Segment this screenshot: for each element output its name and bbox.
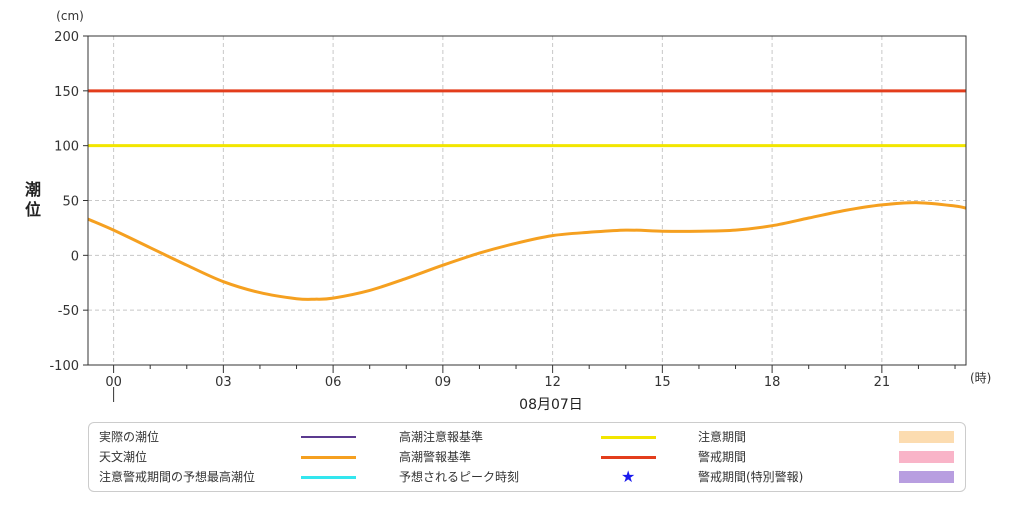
y-axis-ticks: 200 150 100 50 0 -50 -100	[49, 30, 88, 374]
legend-label: 予想されるピーク時刻	[399, 470, 520, 484]
plot-frame	[87, 35, 967, 366]
x-tick-label: 15	[654, 375, 671, 390]
y-tick-label: -100	[49, 359, 79, 374]
legend-label: 天文潮位	[99, 450, 148, 464]
astronomical-tide-line	[87, 201, 967, 301]
y-tick-label: 200	[54, 30, 79, 45]
x-tick-label: 03	[215, 375, 232, 390]
x-axis-ticks: 00 03 06 09 12 15 18 21	[105, 365, 956, 390]
x-tick-label: 12	[544, 375, 561, 390]
x-tick-label: 09	[435, 375, 452, 390]
legend-label: 実際の潮位	[99, 430, 160, 444]
legend-label: 注意警戒期間の予想最高潮位	[99, 470, 256, 484]
y-tick-label: 150	[54, 85, 79, 100]
legend-swatch	[899, 451, 954, 463]
y-tick-label: 50	[62, 195, 79, 210]
x-tick-label: 06	[325, 375, 342, 390]
date-label: 08月07日	[519, 397, 583, 413]
x-tick-label: 18	[764, 375, 781, 390]
legend-label: 注意期間	[698, 430, 747, 444]
legend-line-sample	[601, 456, 656, 459]
legend-line-sample	[301, 456, 356, 459]
tide-chart: 200 150 100 50 0 -50 -100 00 03 06 09 12 15 18 21 (cm…	[25, 9, 991, 413]
legend-label: 高潮注意報基準	[399, 430, 484, 444]
x-unit-label: (時)	[970, 371, 991, 385]
reference-lines	[88, 89, 966, 148]
legend-label: 高潮警報基準	[399, 450, 472, 464]
legend-label: 警戒期間(特別警報)	[698, 470, 804, 484]
legend-label: 警戒期間	[698, 450, 747, 464]
y-tick-label: 100	[54, 140, 79, 155]
y-unit-label: (cm)	[56, 9, 84, 23]
legend-line-sample	[301, 436, 356, 438]
legend-line-sample	[601, 436, 656, 439]
legend-swatch	[899, 431, 954, 443]
x-tick-label: 00	[105, 375, 122, 390]
grid-lines	[88, 35, 966, 366]
legend-line-sample	[301, 476, 356, 479]
x-tick-label: 21	[874, 375, 891, 390]
y-tick-label: 0	[71, 249, 79, 264]
y-tick-label: -50	[58, 304, 79, 319]
y-axis-label: 潮位	[25, 180, 41, 219]
star-icon: ★	[621, 467, 636, 486]
legend-swatch	[899, 471, 954, 483]
chart-legend: 実際の潮位天文潮位注意警戒期間の予想最高潮位 高潮注意報基準 高潮警報基準予想される…	[88, 422, 966, 492]
